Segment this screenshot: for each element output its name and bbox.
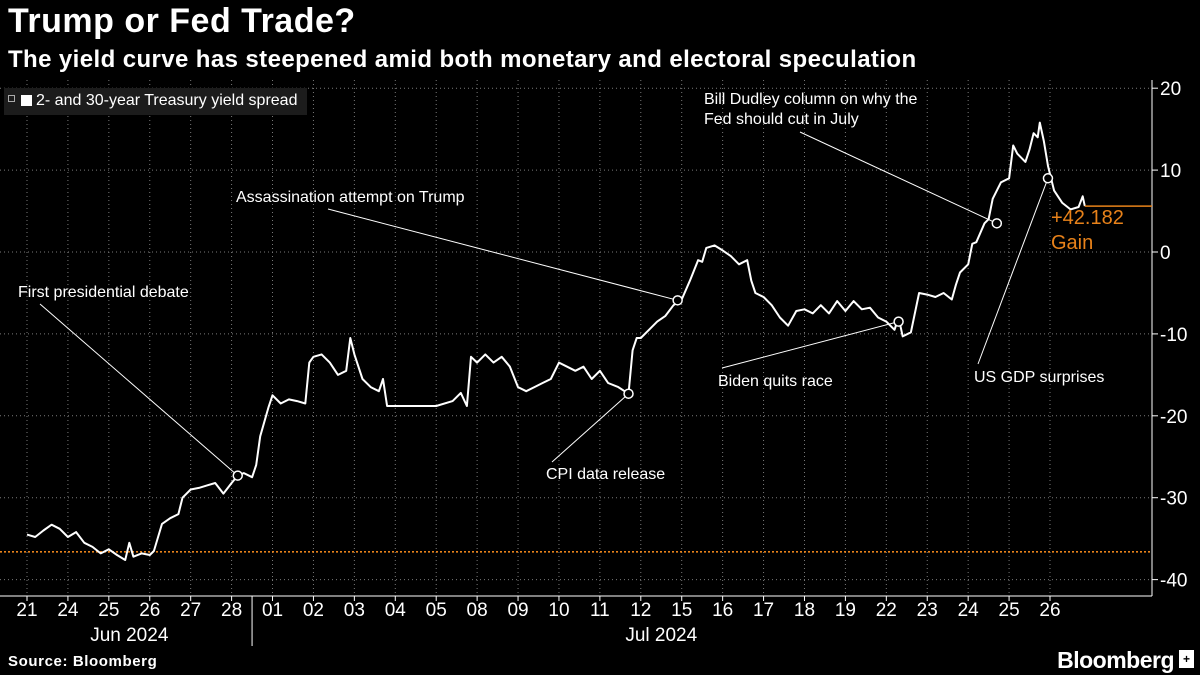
annotation-label: Fed should cut in July [704,111,859,128]
annotation-label: Biden quits race [718,373,833,390]
annotation-leader [39,303,239,476]
x-tick-label: 24 [57,600,79,621]
y-tick-label: -10 [1160,325,1187,346]
chart-subtitle: The yield curve has steepened amid both … [8,46,917,73]
x-tick-label: 26 [1039,600,1060,621]
x-tick-label: 02 [303,600,324,621]
annotation-marker [991,218,1003,229]
x-tick-label: 04 [385,600,407,621]
annotation-leader [799,131,998,224]
chart-title: Trump or Fed Trade? [8,2,356,40]
plus-icon: + [1179,650,1194,668]
x-tick-label: 24 [958,600,980,621]
x-tick-label: 11 [590,600,610,621]
x-tick-label: 16 [712,600,733,621]
annotation-label: CPI data release [546,466,665,483]
x-tick-label: 23 [917,600,938,621]
annotation-leader [551,393,629,463]
y-tick-label: -20 [1160,407,1187,428]
legend-swatch [21,95,32,106]
x-tick-label: 27 [180,600,201,621]
annotation-label: First presidential debate [18,284,189,301]
annotation-label: Assassination attempt on Trump [236,189,465,206]
annotation-marker [623,388,634,399]
x-tick-label: 21 [16,600,37,621]
annotation-marker [232,470,243,481]
x-tick-label: 28 [221,600,242,621]
x-tick-label: 12 [630,600,651,621]
last-value-sublabel: Gain [1051,232,1093,254]
x-tick-label: 26 [139,600,160,621]
y-tick-label: 10 [1160,161,1181,182]
annotation-marker [893,316,904,327]
x-tick-label: 15 [671,600,692,621]
series-line [26,121,1086,561]
y-tick-label: -30 [1160,489,1187,510]
x-tick-label: 18 [794,600,815,621]
annotation-label: US GDP surprises [974,369,1104,386]
annotation-marker [672,295,683,306]
y-tick-label: -40 [1160,571,1187,592]
x-group-label: Jun 2024 [90,625,169,646]
legend: 2- and 30-year Treasury yield spread [4,88,308,115]
y-tick-label: 0 [1160,243,1171,264]
x-tick-label: 08 [467,600,488,621]
annotation-marker [1042,173,1054,184]
annotation-leader [977,178,1049,365]
brand-logo: Bloomberg [1057,647,1174,673]
y-tick-label: 20 [1160,79,1181,100]
x-tick-label: 03 [344,600,365,621]
x-tick-label: 05 [426,600,447,621]
source-note: Source: Bloomberg [8,653,158,670]
x-tick-label: 22 [876,600,897,621]
x-tick-label: 09 [507,600,528,621]
annotation-leader [327,208,678,301]
x-tick-label: 25 [98,600,119,621]
legend-label: 2- and 30-year Treasury yield spread [36,92,298,109]
annotation-label: Bill Dudley column on why the [704,91,918,108]
x-group-label: Jul 2024 [625,625,697,646]
legend-toggle-icon[interactable] [8,95,15,102]
x-tick-label: 25 [999,600,1020,621]
x-tick-label: 19 [835,600,856,621]
x-tick-label: 10 [548,600,569,621]
x-tick-label: 01 [262,600,283,621]
x-tick-label: 17 [753,600,774,621]
last-value-label: +42.182 [1051,207,1124,229]
annotation-leader [721,321,899,369]
